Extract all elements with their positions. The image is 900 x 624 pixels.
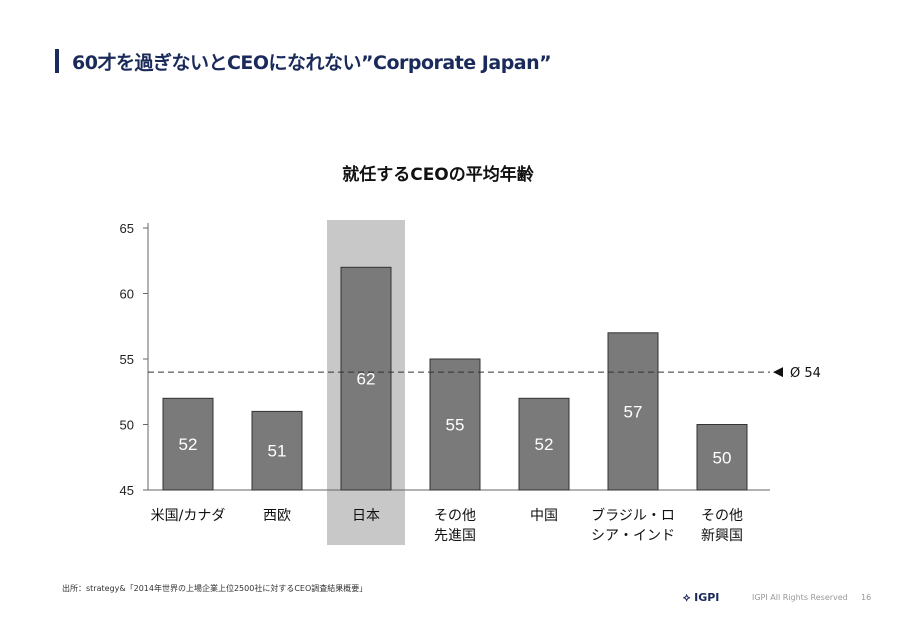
bar (162, 397, 214, 491)
category-label: ブラジル・ロ (591, 507, 675, 524)
chart-title: 就任するCEOの平均年齢 (342, 165, 534, 185)
category-label: その他 (434, 508, 476, 524)
data-label: 52 (179, 435, 198, 454)
page-title: 60才を過ぎないとCEOになれない”Corporate Japan” (72, 52, 552, 74)
logo-text: IGPI (694, 591, 720, 604)
data-label: 50 (713, 448, 732, 467)
data-label: 62 (357, 370, 376, 389)
data-label: 57 (624, 402, 643, 421)
logo-icon: ⟡ (683, 591, 695, 604)
average-label: Ø 54 (790, 366, 821, 381)
category-label: 先進国 (434, 528, 476, 544)
category-label: シア・インド (591, 528, 675, 544)
source-note: 出所：strategy&「2014年世界の上場企業上位2500社に対するCEO調… (62, 584, 368, 593)
category-label: 日本 (352, 508, 380, 524)
bar (340, 266, 392, 491)
igpi-logo: ⟡ IGPI (683, 591, 719, 605)
category-label: 新興国 (701, 528, 743, 544)
category-label: 西欧 (263, 508, 291, 524)
data-label: 52 (535, 435, 554, 454)
y-tick-label: 65 (120, 221, 134, 236)
data-label: 55 (446, 416, 465, 435)
page-number: 16 (861, 593, 872, 602)
bar (251, 410, 303, 491)
copyright: IGPI All Rights Reserved (752, 593, 848, 602)
data-label: 51 (268, 442, 287, 461)
average-marker-icon (773, 367, 783, 378)
title-accent-bar (55, 49, 59, 73)
y-tick-label: 60 (120, 287, 134, 302)
y-tick-label: 45 (120, 483, 134, 498)
y-tick-label: 50 (120, 418, 134, 433)
bar (518, 397, 570, 491)
category-label: その他 (701, 508, 743, 524)
bar (607, 332, 659, 491)
y-tick-label: 55 (120, 352, 134, 367)
bar (696, 424, 748, 491)
bar (429, 358, 481, 491)
category-label: 中国 (530, 508, 558, 524)
category-label: 米国/カナダ (151, 508, 226, 524)
